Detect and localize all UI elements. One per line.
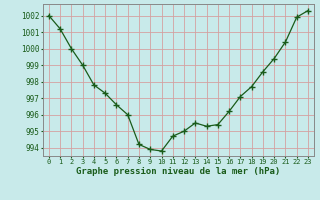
X-axis label: Graphe pression niveau de la mer (hPa): Graphe pression niveau de la mer (hPa) [76,167,281,176]
